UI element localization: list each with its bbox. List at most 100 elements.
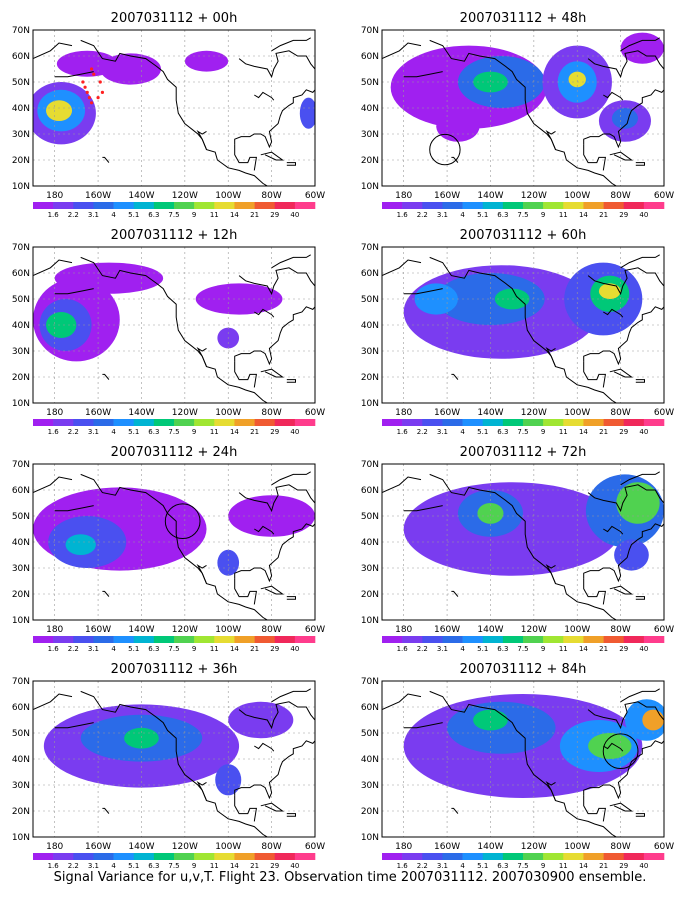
- colorbar-label: 29: [270, 645, 279, 653]
- lat-tick-label: 40N: [361, 755, 379, 765]
- colorbar-swatch: [214, 853, 235, 860]
- colorbar-swatch: [543, 853, 564, 860]
- lat-tick-label: 70N: [361, 243, 379, 253]
- colorbar-swatch: [174, 853, 195, 860]
- colorbar-label: 3.1: [88, 428, 99, 436]
- colorbar-swatch: [254, 636, 276, 643]
- colorbar-swatch: [442, 853, 463, 860]
- variance-blob-6: [642, 709, 664, 731]
- colorbar-label: 3.1: [88, 211, 99, 219]
- variance-blob-2: [46, 100, 73, 121]
- lon-tick-label: 140W: [128, 191, 154, 201]
- lon-tick-label: 80W: [610, 191, 630, 201]
- variance-blob-3: [215, 764, 242, 796]
- lat-tick-label: 20N: [361, 156, 379, 166]
- variance-blob-4: [217, 549, 240, 576]
- colorbar-swatch: [482, 419, 504, 426]
- lon-tick-label: 80W: [610, 842, 630, 852]
- colorbar-swatch: [442, 202, 463, 209]
- colorbar-label: 3.1: [437, 645, 448, 653]
- lat-tick-label: 60N: [361, 703, 379, 713]
- lat-tick-label: 10N: [361, 182, 379, 192]
- colorbar-swatch: [482, 636, 504, 643]
- lon-tick-label: 60W: [654, 842, 674, 852]
- colorbar-swatch: [603, 419, 625, 426]
- colorbar-swatch: [603, 853, 625, 860]
- colorbar-swatch: [194, 419, 215, 426]
- colorbar-swatch: [194, 202, 215, 209]
- colorbar-swatch: [422, 202, 443, 209]
- colorbar-swatch: [543, 202, 564, 209]
- lat-tick-label: 60N: [12, 486, 30, 496]
- colorbar-label: 11: [559, 862, 568, 870]
- colorbar-swatch: [422, 853, 443, 860]
- lat-tick-label: 30N: [361, 347, 379, 357]
- colorbar-swatch: [254, 202, 276, 209]
- colorbar-label: 40: [290, 428, 299, 436]
- colorbar-label: 1.6: [48, 211, 60, 219]
- lon-tick-label: 160W: [434, 842, 460, 852]
- colorbar-label: 9: [192, 428, 196, 436]
- colorbar-label: 11: [210, 645, 219, 653]
- colorbar-label: 2.2: [417, 645, 428, 653]
- lon-tick-label: 60W: [654, 625, 674, 635]
- colorbar-swatch: [133, 202, 155, 209]
- colorbar-label: 4: [111, 645, 116, 653]
- colorbar-label: 1.6: [48, 645, 60, 653]
- colorbar-label: 9: [541, 211, 545, 219]
- map-frame: [32, 29, 316, 187]
- colorbar-swatch: [402, 419, 423, 426]
- colorbar-label: 6.3: [497, 211, 508, 219]
- colorbar-label: 1.6: [397, 428, 409, 436]
- lat-tick-label: 10N: [361, 833, 379, 843]
- coastlines: [382, 471, 664, 620]
- lat-tick-label: 60N: [12, 703, 30, 713]
- colorbar-label: 40: [639, 645, 648, 653]
- colorbar-label: 1.6: [48, 862, 60, 870]
- colorbar-swatch: [294, 202, 316, 209]
- figure-caption: Signal Variance for u,v,T. Flight 23. Ob…: [53, 870, 647, 885]
- target-circle: [164, 503, 201, 540]
- lon-tick-label: 120W: [521, 842, 547, 852]
- map-panel-00h: 2007031112 + 00h 10N 20N 30N 40N 50N 60N 70N 180…: [12, 11, 325, 219]
- map-panel-24h: 2007031112 + 24h 10N 20N 30N 40N 50N 60N 70N 180…: [12, 445, 325, 653]
- colorbar-label: 14: [579, 211, 588, 219]
- colorbar-label: 9: [192, 862, 196, 870]
- colorbar-swatch: [294, 853, 316, 860]
- lon-tick-label: 140W: [128, 842, 154, 852]
- variance-blob-5: [568, 71, 586, 88]
- lat-tick-label: 40N: [361, 104, 379, 114]
- lat-tick-label: 50N: [361, 78, 379, 88]
- panel-title: 2007031112 + 84h: [460, 662, 587, 677]
- observation-point-0: [81, 80, 85, 84]
- lat-tick-label: 30N: [12, 130, 30, 140]
- observation-point-2: [85, 90, 89, 94]
- coastlines: [33, 471, 315, 620]
- colorbar-label: 9: [192, 645, 196, 653]
- lat-tick-label: 60N: [361, 486, 379, 496]
- colorbar-label: 29: [619, 645, 628, 653]
- colorbar-label: 4: [111, 211, 116, 219]
- colorbar-swatch: [33, 636, 54, 643]
- colorbar-swatch: [402, 636, 423, 643]
- colorbar-swatch: [643, 202, 665, 209]
- colorbar-swatch: [234, 853, 255, 860]
- variance-blob-4: [100, 53, 161, 85]
- map-panel-12h: 2007031112 + 12h 10N 20N 30N 40N 50N 60N 70N 180…: [12, 228, 325, 436]
- colorbar-label: 40: [290, 862, 299, 870]
- lat-tick-label: 50N: [12, 512, 30, 522]
- lon-tick-label: 160W: [434, 191, 460, 201]
- colorbar-label: 7.5: [517, 211, 528, 219]
- colorbar-label: 9: [541, 428, 545, 436]
- lat-tick-label: 10N: [12, 616, 30, 626]
- colorbar-label: 11: [210, 211, 219, 219]
- colorbar-label: 4: [111, 862, 116, 870]
- colorbar-swatch: [462, 853, 484, 860]
- colorbar-label: 6.3: [497, 862, 508, 870]
- variance-blob-2: [46, 312, 77, 338]
- colorbar-label: 9: [192, 211, 196, 219]
- lat-tick-label: 20N: [361, 373, 379, 383]
- lon-tick-label: 120W: [172, 408, 198, 418]
- graticule: [382, 247, 664, 403]
- colorbar-swatch: [382, 202, 403, 209]
